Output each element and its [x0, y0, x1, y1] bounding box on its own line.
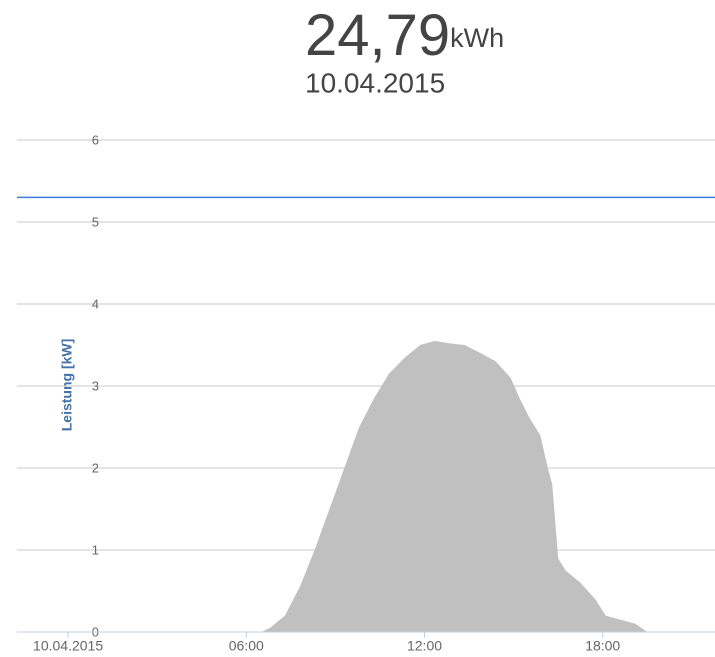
y-tick-label: 4 [92, 296, 99, 311]
chart-subtitle: 10.04.2015 [305, 67, 445, 98]
x-tick-label: 18:00 [585, 638, 620, 654]
y-tick-label: 5 [92, 214, 99, 229]
x-tick-label: 06:00 [229, 638, 264, 654]
y-axis-label: Leistung [kW] [59, 339, 75, 432]
y-tick-label: 1 [92, 542, 99, 557]
title-unit: kWh [450, 23, 504, 53]
y-tick-label: 2 [92, 460, 99, 475]
title-value: 24,79 [305, 3, 450, 68]
x-tick-label: 10.04.2015 [33, 638, 103, 654]
chart-title: 24,79kWh [305, 3, 504, 68]
y-tick-label: 6 [92, 132, 99, 147]
x-tick-label: 12:00 [407, 638, 442, 654]
area [261, 340, 648, 632]
y-tick-label: 3 [92, 378, 99, 393]
